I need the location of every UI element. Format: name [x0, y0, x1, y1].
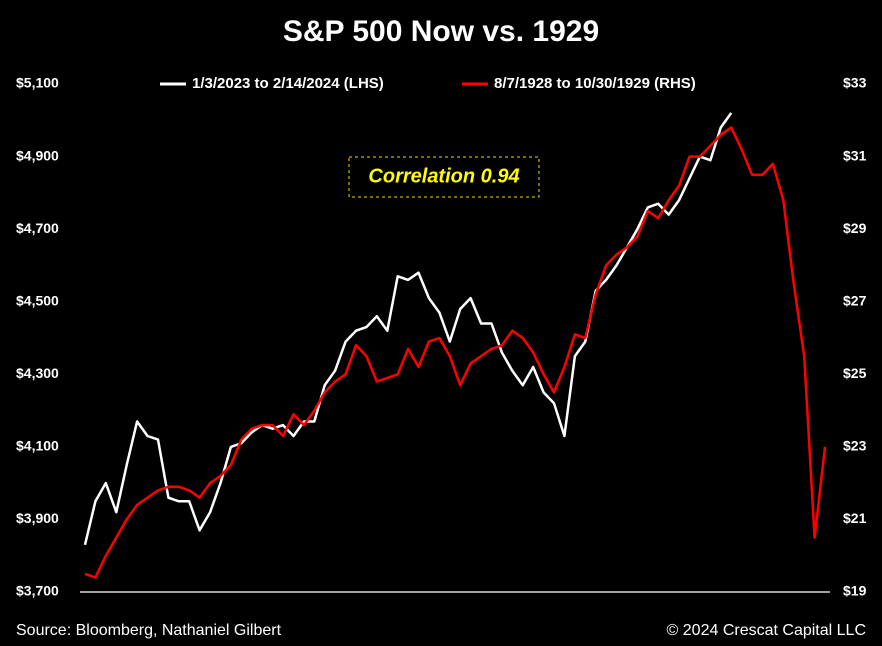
legend-label: 8/7/1928 to 10/30/1929 (RHS) — [494, 75, 696, 92]
y-tick-label: $4,500 — [16, 292, 59, 308]
credit: © 2024 Crescat Capital LLC — [667, 622, 866, 639]
source: Source: Bloomberg, Nathaniel Gilbert — [16, 622, 282, 639]
y2-tick-label: $33 — [843, 75, 867, 91]
y2-tick-label: $25 — [843, 365, 867, 381]
y-tick-label: $5,100 — [16, 75, 59, 91]
y-tick-label: $3,900 — [16, 510, 59, 526]
y2-tick-label: $29 — [843, 220, 867, 236]
y2-tick-label: $27 — [843, 292, 867, 308]
chart-title: S&P 500 Now vs. 1929 — [283, 15, 599, 48]
y2-tick-label: $31 — [843, 147, 867, 163]
y2-tick-label: $19 — [843, 583, 867, 599]
series-line — [83, 112, 733, 546]
legend-label: 1/3/2023 to 2/14/2024 (LHS) — [192, 75, 384, 92]
annotation-box — [348, 156, 540, 198]
annotation: Correlation 0.94 — [368, 165, 519, 187]
y-tick-label: $3,700 — [16, 583, 59, 599]
y-tick-label: $4,700 — [16, 220, 59, 236]
y-tick-label: $4,300 — [16, 365, 59, 381]
y-tick-label: $4,100 — [16, 438, 59, 454]
y2-tick-label: $21 — [843, 510, 867, 526]
y-tick-label: $4,900 — [16, 147, 59, 163]
y2-tick-label: $23 — [843, 438, 867, 454]
series-line — [84, 126, 827, 579]
